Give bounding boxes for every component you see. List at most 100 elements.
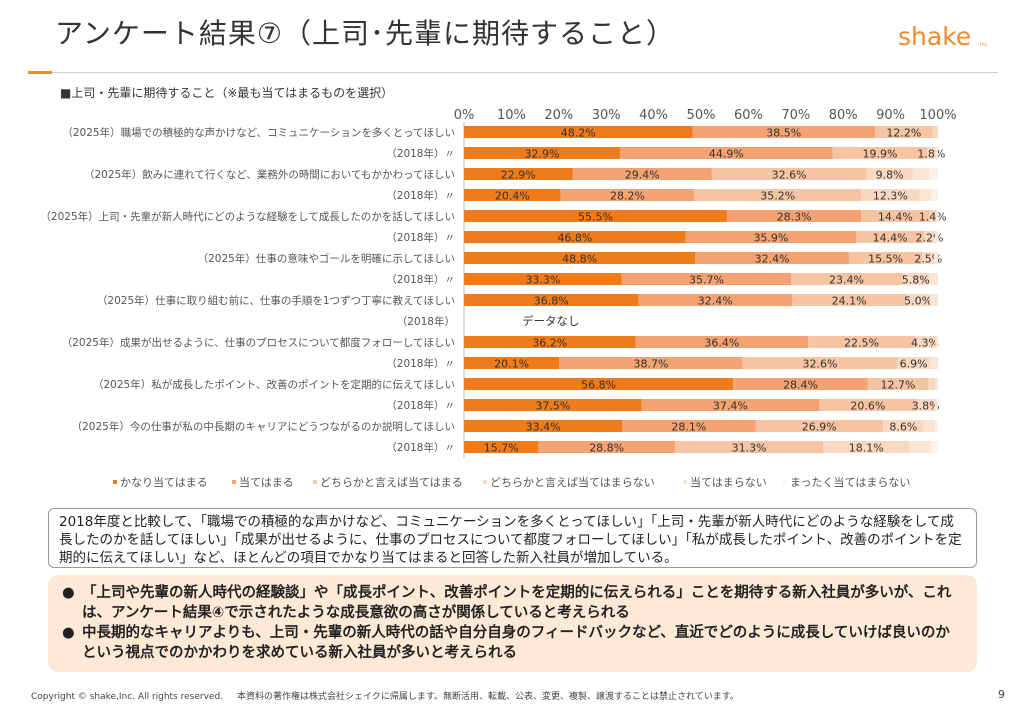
bar-segment <box>927 147 936 159</box>
category-label: （2025年）私が成長したポイント、改善のポイントを定期的に伝えてほしい <box>93 378 455 391</box>
category-label: （2025年）成果が出せるように、仕事のプロセスについて都度フォローしてほしい <box>62 336 455 349</box>
data-label: 19.9% <box>862 148 897 161</box>
data-label: 28.3% <box>777 211 812 224</box>
bar-segment <box>924 231 935 243</box>
bar-segment <box>929 210 937 222</box>
bullet-dot-icon: ● <box>62 625 75 641</box>
data-label: 38.5% <box>766 127 801 140</box>
bar-segment <box>464 168 573 180</box>
x-tick-label: 10% <box>497 108 526 123</box>
legend-swatch <box>232 480 236 484</box>
data-label: 37.4% <box>713 400 748 413</box>
category-label: （2025年）仕事の意味やゴールを明確に示してほしい <box>198 252 455 265</box>
category-label: （2025年）上司・先輩が新人時代にどのような経験をして成長したのかを話してほし… <box>40 210 455 223</box>
bar-segment <box>727 210 862 222</box>
data-label: 5.0% <box>904 295 932 308</box>
bar-segment <box>464 273 622 285</box>
data-label: 20.4% <box>495 190 530 203</box>
category-label: （2025年）今の仕事が私の中長期のキャリアにどうつながるのか説明してほしい <box>72 420 455 433</box>
category-label: （2018年） <box>397 315 455 328</box>
bar-segment <box>909 441 931 453</box>
bullet-dot-icon: ● <box>62 585 75 601</box>
data-label: 36.2% <box>532 337 567 350</box>
data-label: 23.4% <box>829 274 864 287</box>
bar-segment <box>572 168 712 180</box>
data-label: 18.1% <box>849 442 884 455</box>
bar-segment <box>695 252 849 264</box>
bar-segment <box>692 126 875 138</box>
bar-segment <box>897 357 930 369</box>
x-tick-label: 100% <box>919 108 956 123</box>
data-label: 33.3% <box>525 274 560 287</box>
legend-swatch <box>783 480 787 484</box>
category-label: （2018年）〃 <box>386 399 455 412</box>
legend-swatch <box>483 480 487 484</box>
data-label: 32.6% <box>772 169 807 182</box>
bar-segment <box>464 252 696 264</box>
bar-segment <box>936 210 938 222</box>
data-label: 35.2% <box>760 190 795 203</box>
bar-segment <box>464 441 539 453</box>
x-tick-label: 80% <box>829 108 858 123</box>
data-label: 24.1% <box>832 295 867 308</box>
bar-segment <box>922 252 935 264</box>
data-label: 22.5% <box>844 337 879 350</box>
bar-segment <box>930 441 938 453</box>
data-label: 12.3% <box>873 190 908 203</box>
data-label: 22.9% <box>501 169 536 182</box>
bar-segment <box>861 210 930 222</box>
bar-segment <box>929 273 938 285</box>
data-label: 14.4% <box>873 232 908 245</box>
bar-segment <box>464 357 560 369</box>
bar-segment <box>861 189 920 201</box>
category-label: （2018年）〃 <box>386 273 455 286</box>
bar-segment <box>755 420 884 432</box>
no-data-annotation: データなし <box>522 314 580 328</box>
page-title: アンケート結果⑦（上司･先輩に期待すること） <box>55 17 675 50</box>
data-label: 32.6% <box>802 358 837 371</box>
bar-segment <box>874 126 933 138</box>
insight-text-1: 「上司や先輩の新人時代の経験談」や「成長ポイント、改善ポイントを定期的に伝えられ… <box>82 585 952 621</box>
bar-segment <box>819 399 917 411</box>
bar-segment <box>883 420 924 432</box>
category-label: （2018年）〃 <box>386 231 455 244</box>
bar-segment <box>685 231 856 243</box>
bar-segment <box>622 420 756 432</box>
bar-segment <box>832 147 928 159</box>
bar-segment <box>929 357 938 369</box>
category-label: （2018年）〃 <box>386 357 455 370</box>
company-logo: shake <box>898 22 972 51</box>
summary-text: 2018年度と比較して、「職場での積極的な声かけなど、コミュニケーションを多くと… <box>59 514 962 566</box>
data-label: 35.9% <box>753 232 788 245</box>
data-label: 36.8% <box>534 295 569 308</box>
data-label: 8.6% <box>889 421 917 434</box>
data-label: 32.4% <box>755 253 790 266</box>
chart-subtitle: ■上司・先輩に期待すること（※最も当てはまるものを選択） <box>60 86 394 100</box>
bar-segment <box>560 189 695 201</box>
bar-segment <box>711 168 867 180</box>
legend-label: 当てはまる <box>239 475 294 489</box>
bar-segment <box>464 126 693 138</box>
bar-segment <box>848 252 923 264</box>
bar-segment <box>733 378 868 390</box>
data-label: 35.7% <box>689 274 724 287</box>
bar-segment <box>916 399 935 411</box>
bar-segment <box>931 189 938 201</box>
bar-segment <box>464 399 642 411</box>
stacked-bar-chart: 0% 10% 20% 30% 40% 50% 60% 70% 80% 90% 100% （2025年）… <box>40 108 956 489</box>
data-label: 29.4% <box>625 169 660 182</box>
data-label: 48.8% <box>562 253 597 266</box>
bar-segment <box>742 357 898 369</box>
data-label: 20.6% <box>850 400 885 413</box>
data-label: 56.8% <box>581 379 616 392</box>
bar-segment <box>538 441 675 453</box>
summary-box: 2018年度と比較して、「職場での積極的な声かけなど、コミュニケーションを多くと… <box>48 508 977 568</box>
bar-segment <box>694 189 862 201</box>
data-label: 20.1% <box>494 358 529 371</box>
bar-segment <box>866 168 913 180</box>
x-tick-label: 70% <box>781 108 810 123</box>
bar-segment <box>464 336 636 348</box>
data-label: 44.9% <box>709 148 744 161</box>
data-label: 33.4% <box>526 421 561 434</box>
x-tick-label: 90% <box>876 108 905 123</box>
